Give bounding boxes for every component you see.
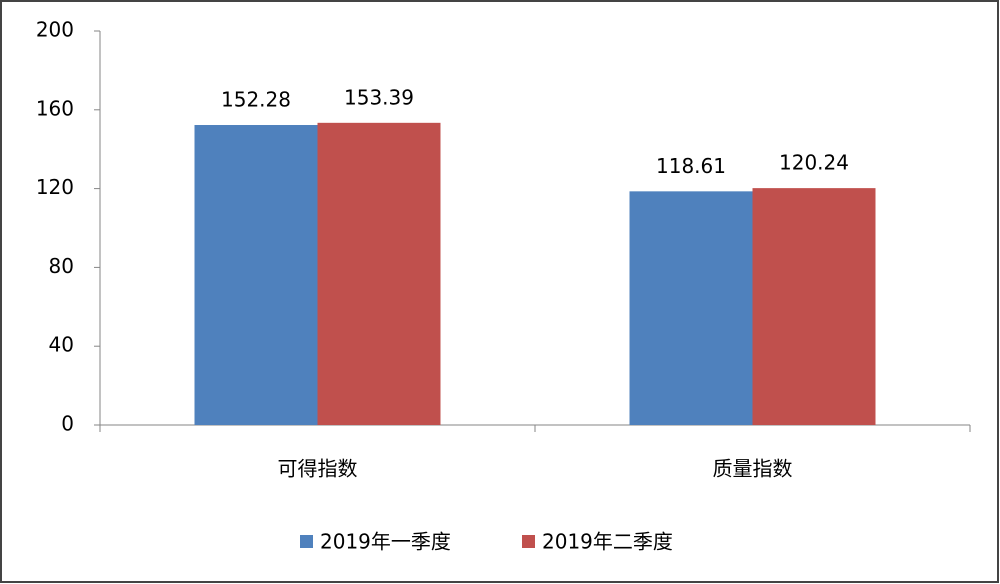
bar [317,122,441,425]
legend-swatch [300,535,313,548]
legend-label: 2019年一季度 [320,530,451,554]
y-tick-label: 80 [49,254,74,278]
x-tick-label: 可得指数 [278,457,358,481]
x-tick-label: 质量指数 [713,457,793,481]
y-tick-label: 0 [61,412,74,436]
y-tick-label: 200 [36,18,74,42]
value-label: 152.28 [221,88,291,112]
y-tick-label: 160 [36,96,74,120]
legend-swatch [522,535,535,548]
bar [629,191,753,425]
bar [752,188,876,425]
value-label: 153.39 [344,85,414,109]
bar [194,125,318,426]
y-tick-label: 40 [49,333,74,357]
value-label: 118.61 [656,154,726,178]
legend-label: 2019年二季度 [542,530,673,554]
value-label: 120.24 [779,151,849,175]
y-tick-label: 120 [36,175,74,199]
